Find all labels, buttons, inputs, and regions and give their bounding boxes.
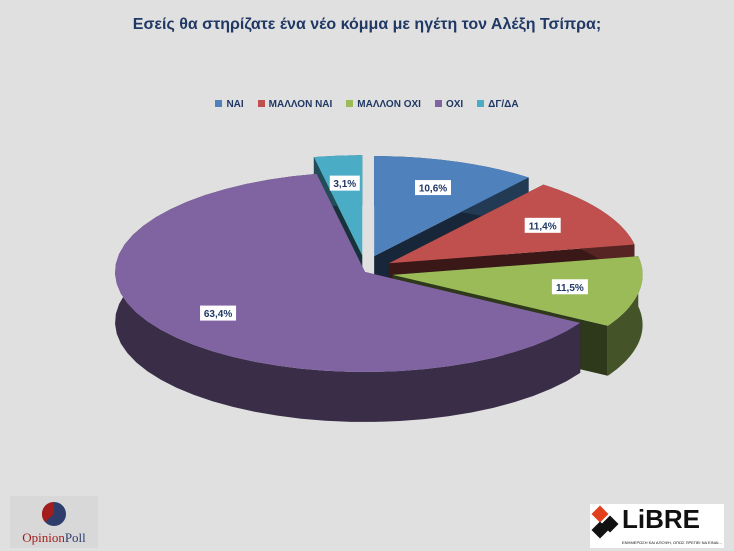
legend-swatch	[215, 100, 223, 107]
legend-label: ΟΧΙ	[445, 99, 464, 110]
opinionpoll-logo: OpinionPoll	[10, 496, 98, 548]
legend-swatch	[346, 100, 354, 107]
legend-label: ΔΓ/ΔΑ	[488, 99, 519, 110]
svg-text:11,4%: 11,4%	[529, 221, 557, 232]
chart-title: Εσείς θα στηρίζατε ένα νέο κόμμα με ηγέτ…	[132, 16, 602, 33]
legend-swatch	[257, 100, 265, 107]
data-label: 63,4%	[200, 305, 237, 321]
legend-item: ΟΧΙ	[434, 99, 464, 110]
slice-tops	[115, 155, 643, 372]
svg-text:LiBRE: LiBRE	[622, 504, 700, 534]
svg-text:11,5%: 11,5%	[556, 283, 584, 294]
legend-swatch	[434, 100, 442, 107]
libre-logo: LiBRE ΕΝΗΜΕΡΩΣΗ ΚΑΙ ΑΠΟΨΗ, ΟΠΩΣ ΠΡΕΠΕΙ Ν…	[590, 504, 724, 548]
data-label: 11,5%	[551, 279, 588, 295]
legend: ΝΑΙ ΜΑΛΛΟΝ ΝΑΙ ΜΑΛΛΟΝ ΟΧΙ ΟΧΙ ΔΓ/ΔΑ	[0, 99, 734, 110]
svg-text:ΕΝΗΜΕΡΩΣΗ ΚΑΙ ΑΠΟΨΗ, ΟΠΩΣ ΠΡΕΠ: ΕΝΗΜΕΡΩΣΗ ΚΑΙ ΑΠΟΨΗ, ΟΠΩΣ ΠΡΕΠΕΙ ΝΑ ΕΙΝΑ…	[622, 540, 722, 545]
legend-item: ΜΑΛΛΟΝ ΟΧΙ	[346, 99, 421, 110]
legend-swatch	[477, 100, 485, 107]
legend-item: ΔΓ/ΔΑ	[477, 99, 519, 110]
slice-0	[374, 156, 529, 257]
data-label: 3,1%	[329, 175, 360, 191]
data-label: 11,4%	[524, 217, 561, 233]
legend-item: ΜΑΛΛΟΝ ΝΑΙ	[257, 99, 333, 110]
opinionpoll-logo-icon: OpinionPoll	[22, 501, 86, 545]
svg-text:63,4%: 63,4%	[204, 309, 232, 320]
svg-text:3,1%: 3,1%	[333, 179, 356, 190]
svg-text:10,6%: 10,6%	[419, 184, 447, 195]
legend-label: ΜΑΛΛΟΝ ΝΑΙ	[268, 99, 333, 110]
data-label: 10,6%	[414, 180, 451, 196]
legend-label: ΝΑΙ	[226, 99, 244, 110]
slice-1	[388, 184, 635, 264]
slice-3	[115, 173, 581, 372]
slice-2	[392, 256, 643, 326]
legend-item: ΝΑΙ	[215, 99, 244, 110]
slice-outer-wall	[607, 256, 643, 376]
svg-text:OpinionPoll: OpinionPoll	[22, 530, 86, 545]
legend-label: ΜΑΛΛΟΝ ΟΧΙ	[357, 99, 421, 110]
libre-logo-icon: LiBRE ΕΝΗΜΕΡΩΣΗ ΚΑΙ ΑΠΟΨΗ, ΟΠΩΣ ΠΡΕΠΕΙ Ν…	[591, 504, 722, 545]
